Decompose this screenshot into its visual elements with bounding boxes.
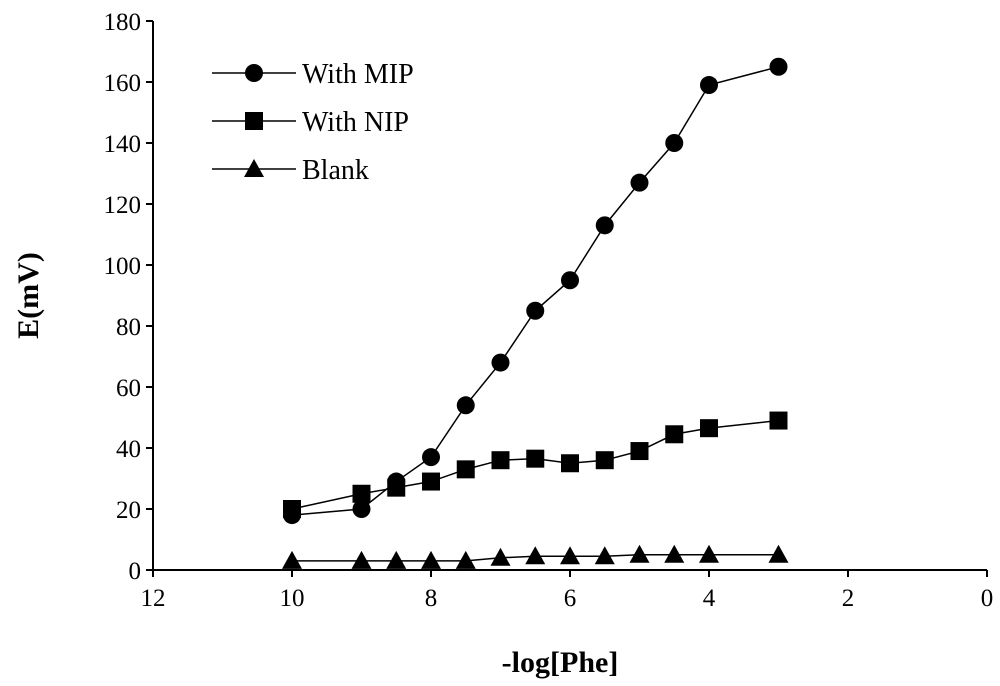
legend-label: Blank bbox=[302, 155, 369, 186]
data-point-with-mip bbox=[665, 134, 684, 152]
y-tick-label: 80 bbox=[116, 314, 141, 341]
data-point-with-mip bbox=[526, 301, 545, 320]
data-point-blank bbox=[525, 546, 546, 565]
data-point-with-nip bbox=[665, 425, 684, 444]
data-point-with-mip bbox=[630, 173, 649, 192]
data-point-with-nip bbox=[491, 451, 510, 470]
data-point-with-mip bbox=[595, 216, 614, 235]
data-point-with-mip bbox=[422, 448, 440, 467]
data-point-blank bbox=[768, 544, 789, 563]
series-blank bbox=[282, 544, 789, 569]
legend-entry-blank: Blank bbox=[212, 155, 369, 186]
y-tick-label: 0 bbox=[129, 558, 142, 585]
x-tick-label: 0 bbox=[981, 585, 994, 612]
data-point-with-nip bbox=[283, 500, 301, 518]
legend-entry-with-mip: With MIP bbox=[212, 59, 414, 90]
x-tick-label: 6 bbox=[564, 585, 577, 612]
y-tick-label: 60 bbox=[116, 375, 141, 402]
y-tick-label: 180 bbox=[104, 9, 142, 36]
data-point-with-mip bbox=[352, 500, 371, 518]
x-tick-label: 2 bbox=[842, 585, 855, 612]
x-tick-label: 4 bbox=[703, 585, 716, 612]
data-point-with-mip bbox=[491, 353, 510, 372]
y-tick-label: 120 bbox=[104, 192, 142, 219]
data-point-blank bbox=[560, 546, 580, 565]
legend-marker-with-mip bbox=[245, 64, 263, 82]
y-axis-title: E(mV) bbox=[12, 252, 45, 339]
data-point-blank bbox=[699, 544, 719, 563]
data-point-blank bbox=[455, 550, 476, 569]
x-tick-label: 10 bbox=[280, 585, 305, 612]
data-point-with-mip bbox=[700, 76, 718, 95]
x-axis-title: -log[Phe] bbox=[502, 646, 619, 679]
y-tick-label: 100 bbox=[104, 253, 142, 280]
legend: With MIP With NIP Blank bbox=[212, 59, 414, 186]
data-point-with-nip bbox=[769, 411, 788, 430]
data-point-with-mip bbox=[561, 271, 579, 290]
legend-entry-with-nip: With NIP bbox=[212, 107, 409, 138]
data-point-with-nip bbox=[387, 478, 406, 497]
data-point-with-mip bbox=[769, 57, 788, 76]
x-tick-label: 12 bbox=[141, 585, 166, 612]
data-point-blank bbox=[386, 550, 407, 569]
data-point-with-nip bbox=[595, 451, 614, 470]
data-point-blank bbox=[664, 544, 685, 563]
data-point-blank bbox=[351, 550, 372, 569]
data-point-with-nip bbox=[526, 449, 545, 468]
x-tick-label: 8 bbox=[425, 585, 438, 612]
data-point-with-nip bbox=[700, 419, 718, 438]
legend-marker-blank bbox=[244, 159, 264, 177]
legend-label: With MIP bbox=[302, 59, 414, 90]
y-tick-label: 140 bbox=[104, 131, 142, 158]
series-with-nip bbox=[283, 411, 788, 518]
y-tick-label: 20 bbox=[116, 497, 141, 524]
legend-label: With NIP bbox=[302, 107, 409, 138]
data-point-blank bbox=[490, 547, 511, 566]
data-point-with-nip bbox=[630, 442, 649, 461]
data-point-with-nip bbox=[352, 484, 371, 503]
y-tick-label: 40 bbox=[116, 436, 141, 463]
data-point-blank bbox=[594, 546, 615, 565]
data-point-with-nip bbox=[561, 454, 579, 473]
data-point-blank bbox=[629, 544, 650, 563]
data-point-with-mip bbox=[456, 396, 475, 415]
data-point-blank bbox=[421, 550, 441, 569]
data-point-with-nip bbox=[422, 472, 440, 491]
series-layer bbox=[282, 57, 789, 569]
axes bbox=[146, 20, 988, 577]
data-point-with-nip bbox=[456, 460, 475, 479]
y-tick-label: 160 bbox=[104, 70, 142, 97]
data-point-blank bbox=[282, 550, 302, 569]
legend-marker-with-nip bbox=[245, 112, 263, 130]
